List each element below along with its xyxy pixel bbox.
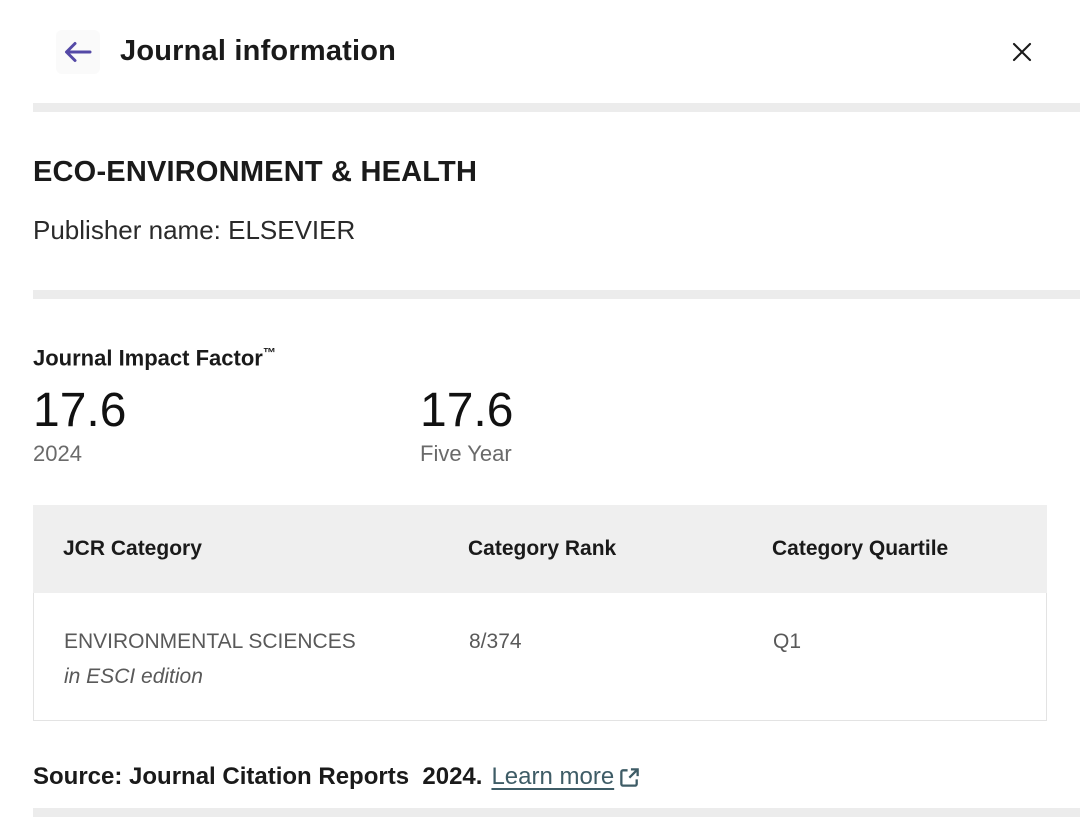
metric-five-year: 17.6 Five Year <box>420 385 807 467</box>
divider-journal <box>33 290 1080 299</box>
journal-section: ECO-ENVIRONMENT & HEALTH Publisher name:… <box>0 156 1080 246</box>
back-button[interactable] <box>56 29 100 74</box>
column-header-category-rank: Category Rank <box>468 537 617 561</box>
close-icon <box>1010 40 1034 64</box>
external-link-icon <box>614 766 641 789</box>
learn-more-link[interactable]: Learn more <box>491 763 641 791</box>
category-name: ENVIRONMENTAL SCIENCES <box>64 630 356 654</box>
cell-category-rank: 8/374 <box>469 630 522 654</box>
column-header-category-quartile: Category Quartile <box>772 537 949 561</box>
cell-category-quartile: Q1 <box>773 630 802 654</box>
source-line: Source: Journal Citation Reports 2024. L… <box>33 763 1047 791</box>
impact-factor-title: Journal Impact Factor™ <box>33 345 1047 371</box>
divider-header <box>33 103 1080 112</box>
jcr-table-header: JCR Category Category Rank Category Quar… <box>33 505 1047 594</box>
metric-label: Five Year <box>420 441 512 467</box>
metric-value: 17.6 <box>33 384 127 438</box>
arrow-left-icon <box>62 38 94 66</box>
panel-header: Journal information <box>0 0 1080 103</box>
metric-2024: 17.6 2024 <box>33 385 420 467</box>
metric-label: 2024 <box>33 441 82 467</box>
close-button[interactable] <box>1004 34 1040 70</box>
edition-note: in ESCI edition <box>64 664 203 688</box>
page-title: Journal information <box>120 35 397 67</box>
impact-factor-metrics: 17.6 2024 17.6 Five Year <box>33 385 1047 467</box>
column-header-jcr-category: JCR Category <box>63 537 202 561</box>
cell-jcr-category: ENVIRONMENTAL SCIENCES in ESCI edition <box>34 625 439 694</box>
publisher-name: Publisher name: ELSEVIER <box>33 215 356 245</box>
table-row: ENVIRONMENTAL SCIENCES in ESCI edition 8… <box>33 593 1047 722</box>
metric-value: 17.6 <box>420 384 514 438</box>
journal-name: ECO-ENVIRONMENT & HEALTH <box>33 156 478 188</box>
jcr-table: JCR Category Category Rank Category Quar… <box>33 505 1047 722</box>
impact-factor-title-text: Journal Impact Factor <box>33 345 263 371</box>
learn-more-label: Learn more <box>491 763 615 791</box>
divider-bottom <box>33 808 1080 818</box>
impact-factor-section: Journal Impact Factor™ 17.6 2024 17.6 Fi… <box>0 345 1080 467</box>
source-text: Source: Journal Citation Reports 2024. <box>33 763 483 791</box>
trademark-symbol: ™ <box>262 345 276 360</box>
